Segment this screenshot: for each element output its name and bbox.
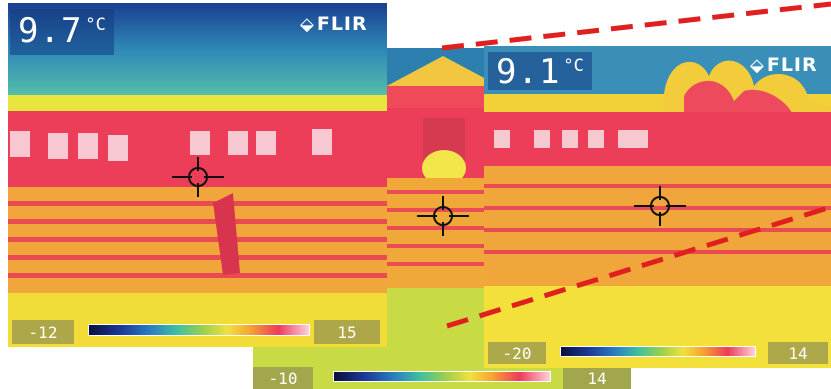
flir-logo-text: FLIR	[316, 13, 368, 35]
scale-max-label: 14	[563, 367, 631, 389]
color-scale-bar	[88, 324, 310, 336]
temperature-unit: °C	[563, 56, 584, 76]
temperature-value: 9.7	[18, 11, 83, 51]
flir-logo: ⬙ FLIR	[750, 54, 818, 76]
crosshair-icon	[634, 186, 686, 226]
thermal-image-right: 9.1 °C ⬙ FLIR -20 14	[484, 46, 831, 368]
crosshair-icon	[417, 196, 469, 236]
crosshair-icon	[172, 157, 224, 197]
flir-diamond-icon: ⬙	[300, 13, 315, 35]
flir-logo: ⬙ FLIR	[300, 13, 368, 35]
color-scale-bar	[560, 346, 756, 357]
scale-min-label: -12	[12, 320, 74, 344]
scale-max-label: 15	[314, 320, 380, 344]
scale-min-label: -10	[253, 367, 313, 389]
top-connector-line	[441, 1, 831, 51]
scale-min-label: -20	[488, 342, 546, 364]
temperature-readout: 9.7 °C	[10, 9, 114, 55]
thermal-image-left: 9.7 °C ⬙ FLIR -12 15	[8, 3, 387, 347]
thermal-scene-left	[8, 3, 387, 347]
scale-max-label: 14	[768, 342, 828, 364]
flir-logo-text: FLIR	[766, 54, 818, 76]
color-scale-bar	[333, 371, 551, 382]
temperature-unit: °C	[85, 15, 106, 35]
temperature-value: 9.1	[496, 52, 561, 92]
temperature-readout: 9.1 °C	[488, 52, 592, 92]
flir-diamond-icon: ⬙	[750, 54, 765, 76]
